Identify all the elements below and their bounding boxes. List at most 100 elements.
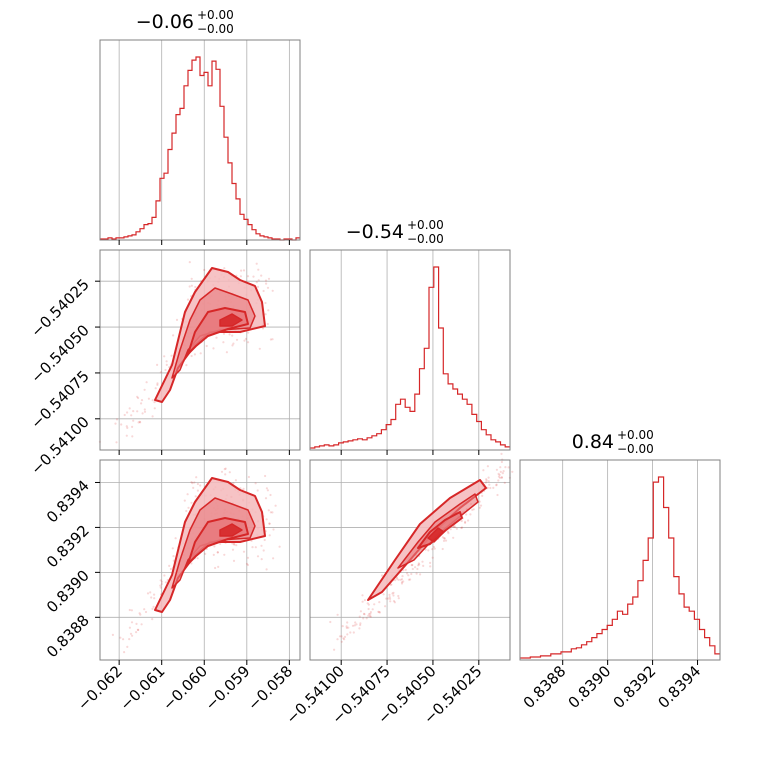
scatter-point — [172, 334, 175, 337]
scatter-point — [265, 487, 268, 490]
scatter-point — [195, 476, 198, 479]
scatter-point — [397, 578, 400, 581]
scatter-point — [212, 347, 215, 350]
scatter-point — [460, 526, 464, 529]
scatter-point — [165, 360, 168, 363]
scatter-point — [365, 617, 368, 620]
scatter-point — [126, 645, 129, 649]
scatter-point — [472, 508, 475, 511]
scatter-point — [367, 603, 370, 606]
scatter-point — [262, 549, 265, 552]
contour-level-0.5sigma — [427, 527, 445, 543]
scatter-point — [242, 487, 245, 490]
panel-title-lower-error-0: −0.00 — [197, 22, 234, 36]
scatter-point — [361, 600, 364, 603]
scatter-point — [190, 284, 193, 287]
scatter-point — [495, 484, 498, 487]
scatter-point — [135, 631, 138, 634]
scatter-point — [484, 481, 487, 484]
scatter-point — [447, 532, 450, 535]
scatter-point — [214, 566, 217, 570]
scatter-point — [359, 622, 362, 625]
scatter-point — [258, 347, 261, 350]
scatter-point — [390, 583, 393, 586]
scatter-point — [140, 402, 143, 405]
scatter-point — [140, 399, 144, 402]
scatter-point — [205, 344, 208, 348]
scatter-point — [265, 282, 268, 285]
scatter-point — [266, 489, 269, 492]
scatter-point — [385, 597, 388, 600]
scatter-point — [255, 262, 258, 265]
scatter-point — [153, 593, 156, 596]
scatter-point — [362, 617, 365, 620]
scatter-point — [156, 382, 159, 385]
scatter-point — [240, 269, 243, 272]
scatter-point — [185, 509, 188, 513]
scatter-point — [269, 493, 272, 497]
scatter-point — [351, 624, 355, 627]
scatter-point — [354, 621, 357, 624]
scatter-point — [369, 615, 372, 618]
scatter-point — [153, 407, 156, 410]
scatter-point — [399, 578, 402, 581]
scatter-point — [363, 599, 366, 602]
scatter-point — [361, 594, 364, 597]
axes-frame — [99, 249, 301, 451]
scatter-point — [497, 479, 500, 482]
scatter-point — [204, 552, 207, 556]
scatter-point — [406, 572, 409, 575]
scatter-point — [353, 624, 356, 627]
scatter-point — [503, 481, 506, 484]
scatter-point — [271, 511, 274, 514]
scatter-point — [486, 465, 489, 468]
scatter-point — [369, 612, 372, 615]
scatter-point — [223, 468, 226, 471]
scatter-point — [196, 482, 199, 486]
x-tick-label: −0.059 — [202, 662, 254, 714]
x-tick-label: 0.8388 — [520, 662, 570, 712]
scatter-point — [340, 635, 343, 638]
scatter-point — [264, 497, 268, 500]
scatter-point — [460, 519, 463, 523]
scatter-point — [247, 475, 250, 479]
scatter-point — [407, 578, 411, 581]
scatter-point — [478, 500, 481, 503]
scatter-point — [165, 363, 168, 366]
scatter-point — [422, 564, 425, 568]
scatter-point — [464, 521, 467, 525]
scatter-point — [235, 544, 238, 547]
scatter-point — [183, 499, 186, 502]
scatter-point — [427, 549, 430, 552]
scatter-point — [378, 611, 381, 614]
scatter-point — [417, 562, 420, 565]
scatter-point — [469, 513, 472, 516]
scatter-point — [377, 610, 380, 613]
scatter-point — [188, 285, 191, 288]
scatter-point — [217, 565, 220, 569]
scatter-point — [441, 547, 444, 551]
scatter-point — [452, 525, 456, 529]
contour-level-0.5sigma — [219, 313, 243, 327]
histogram-1 — [310, 266, 510, 449]
axes-frame — [99, 459, 301, 661]
scatter-point — [431, 556, 434, 559]
scatter-point — [125, 434, 128, 437]
scatter-point — [190, 481, 193, 484]
scatter-point — [225, 351, 228, 354]
scatter-point — [144, 610, 148, 614]
scatter-point — [392, 600, 396, 603]
scatter-point — [222, 341, 225, 344]
scatter-point — [358, 627, 361, 630]
scatter-point — [392, 591, 395, 594]
scatter-point — [224, 473, 227, 476]
scatter-point — [500, 476, 503, 479]
scatter-point — [123, 413, 126, 417]
scatter-point — [266, 286, 270, 289]
scatter-point — [172, 555, 175, 558]
panel-title-upper-error-1: +0.00 — [407, 218, 444, 232]
scatter-point — [244, 337, 248, 340]
y-tick-label: 0.8390 — [43, 566, 93, 616]
scatter-point — [232, 482, 235, 485]
scatter-point — [164, 581, 167, 584]
